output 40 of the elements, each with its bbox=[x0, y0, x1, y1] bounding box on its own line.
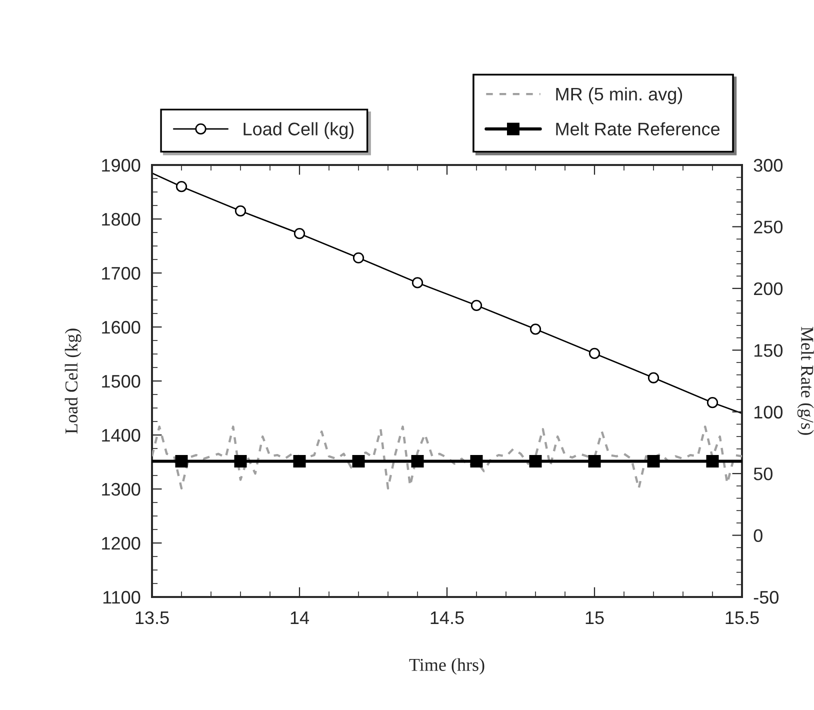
point bbox=[470, 300, 482, 311]
point bbox=[294, 228, 306, 240]
legend-label: Melt Rate Reference bbox=[556, 122, 720, 136]
y-tick-label: 1100 bbox=[103, 590, 140, 604]
y2-tick-label: 50 bbox=[754, 468, 772, 480]
point bbox=[176, 181, 188, 192]
legend-label: Load Cell (kg) bbox=[244, 122, 354, 140]
y2-tick-label: 100 bbox=[754, 406, 783, 419]
y-tick-label: 1900 bbox=[102, 158, 140, 172]
y-tick-label: 1600 bbox=[102, 320, 140, 334]
y-tick-label: 1700 bbox=[102, 266, 140, 280]
y2-tick-label: 250 bbox=[754, 220, 783, 234]
x-tick-label: 15 bbox=[586, 612, 604, 624]
point bbox=[648, 372, 660, 384]
y2-tick-label: 0 bbox=[754, 529, 762, 542]
y-tick-label: 1200 bbox=[102, 536, 140, 550]
y-tick-label: 1800 bbox=[102, 212, 140, 226]
y-tick-label: 1400 bbox=[102, 428, 140, 442]
point bbox=[530, 324, 542, 335]
y2-tick-label: 200 bbox=[754, 282, 783, 296]
point bbox=[412, 277, 424, 288]
x-tick-label: 15.5 bbox=[726, 612, 759, 624]
y-axis-title: Load Cell (kg) bbox=[64, 328, 82, 434]
y2-tick-label: -50 bbox=[754, 590, 778, 604]
point bbox=[706, 397, 718, 408]
y2-tick-label: 150 bbox=[754, 344, 783, 357]
y-tick-label: 1300 bbox=[102, 482, 140, 496]
point bbox=[588, 348, 600, 360]
x-tick-label: 14.5 bbox=[430, 612, 464, 624]
x-tick-label: 13.5 bbox=[136, 611, 169, 624]
y-tick-label: 1500 bbox=[102, 374, 140, 388]
y2-tick-label: 300 bbox=[754, 158, 783, 172]
legend-label: MR (5 min. avg) bbox=[556, 87, 682, 104]
point bbox=[352, 252, 364, 264]
x-axis-title: Time (hrs) bbox=[409, 658, 484, 675]
point bbox=[234, 205, 246, 216]
line-series bbox=[152, 426, 742, 490]
y2-axis-title: Melt Rate (g/s) bbox=[797, 326, 814, 435]
x-tick-label: 14 bbox=[290, 612, 310, 624]
line-series bbox=[152, 172, 742, 414]
